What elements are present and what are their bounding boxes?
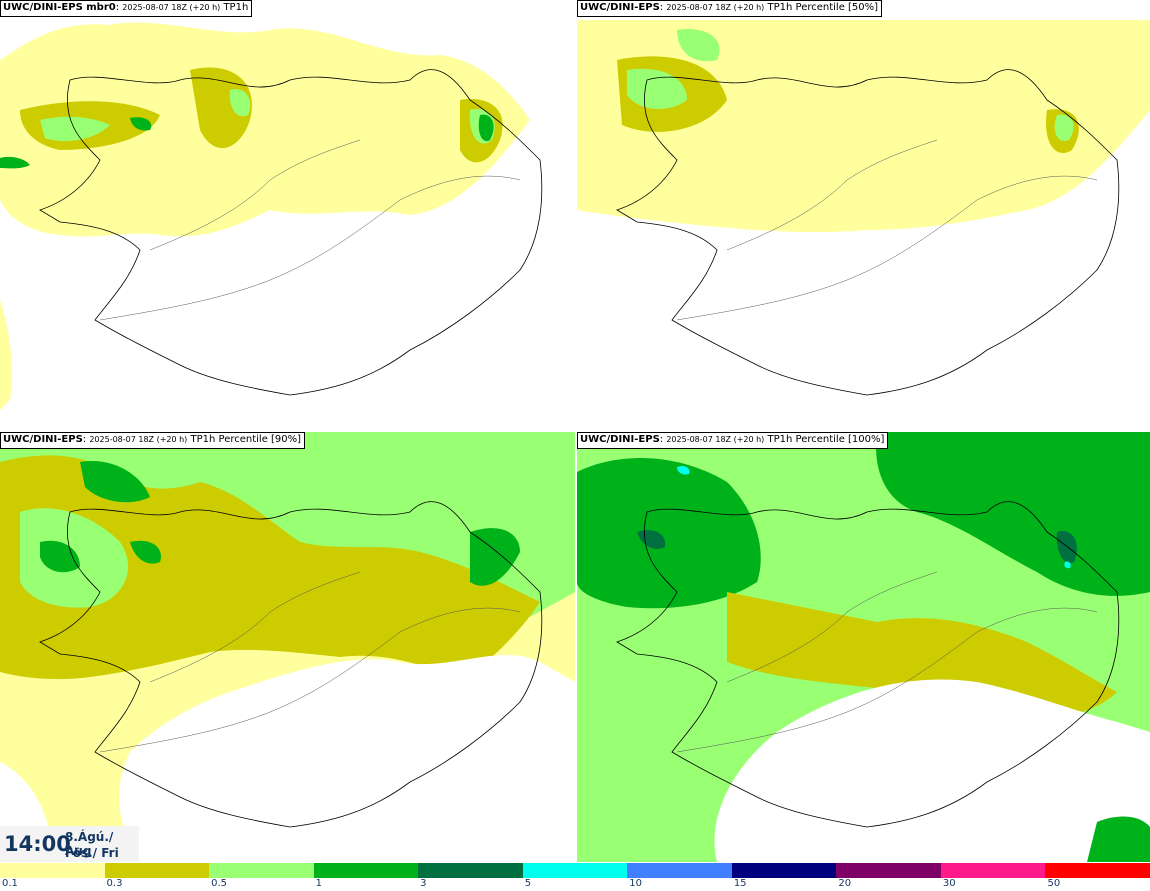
color-legend: 0.1 0.3 0.5 1 3 5 10 15 20 30 50 (0, 862, 1150, 891)
model-label: UWC/DINI-EPS mbr0 (3, 2, 116, 13)
legend-tick-label: 3 (420, 878, 427, 889)
precip-area-cyan (677, 465, 690, 475)
precip-area-dark3 (130, 117, 152, 131)
legend-swatch (0, 863, 106, 878)
run-label: 2025-08-07 18Z (+20 h) (89, 435, 188, 444)
precip-area-olive (727, 592, 1117, 722)
precip-area-light (0, 22, 530, 237)
field-label: TP1h Percentile [50%] (767, 2, 879, 13)
precip-map-p90 (0, 432, 575, 862)
legend-tick-label: 15 (733, 878, 747, 889)
precip-area-dark (478, 114, 494, 142)
precip-area-dark3 (470, 528, 520, 586)
coastline (39, 501, 543, 828)
run-label: 2025-08-07 18Z (+20 h) (666, 435, 765, 444)
precip-area-olive (190, 67, 252, 149)
map-panel-member0: UWC/DINI-EPS mbr0: 2025-08-07 18Z (+20 h… (0, 0, 575, 430)
field-label: TP1h Percentile [90%] (190, 434, 302, 445)
precip-map-p100 (577, 432, 1150, 862)
precip-area-dark4 (130, 540, 161, 564)
road-network (99, 571, 521, 753)
valid-time-box: 14:00 8.Ágú./ Aug Fös./ Fri (0, 826, 139, 862)
precip-area-light (577, 20, 1150, 233)
legend-tick-label: 1 (315, 878, 322, 889)
precip-area-green (627, 68, 687, 110)
precip-area-darkest (637, 530, 666, 549)
precip-field (0, 22, 530, 410)
legend-swatch (731, 863, 837, 878)
valid-date-line1: 8.Ágú./ Aug (65, 830, 114, 858)
precip-area-green (40, 116, 110, 142)
precip-area-green2 (229, 89, 251, 117)
precip-area-cyan2 (1064, 561, 1071, 569)
legend-swatch (104, 863, 210, 878)
legend-swatch (940, 863, 1046, 878)
panel-title: UWC/DINI-EPS: 2025-08-07 18Z (+20 h) TP1… (0, 432, 306, 449)
precip-area-olive (0, 455, 540, 682)
road-network (99, 139, 521, 321)
map-panel-p90: UWC/DINI-EPS: 2025-08-07 18Z (+20 h) TP1… (0, 432, 575, 862)
coastline (616, 501, 1120, 828)
precip-map-p50 (577, 20, 1150, 396)
legend-swatch (627, 863, 733, 878)
valid-date-line2: Fös./ Fri (65, 846, 119, 860)
precip-area-green2 (677, 29, 720, 62)
valid-time: 14:00 (4, 832, 71, 856)
legend-tick-label: 0.1 (2, 878, 18, 889)
precip-area-dark2 (40, 540, 80, 573)
precip-area-dark2 (0, 156, 30, 169)
coastline (39, 69, 543, 396)
precip-area-dark-north (577, 458, 761, 609)
legend-tick-label: 20 (838, 878, 852, 889)
model-label: UWC/DINI-EPS (3, 434, 83, 445)
precip-area-green3 (1054, 114, 1074, 141)
precip-area-white (119, 654, 575, 862)
road-network (676, 571, 1098, 753)
map-panel-p50: UWC/DINI-EPS: 2025-08-07 18Z (+20 h) TP1… (577, 0, 1150, 430)
legend-swatch (836, 863, 942, 878)
panel-title: UWC/DINI-EPS: 2025-08-07 18Z (+20 h) TP1… (577, 432, 889, 449)
map-panel-p100: UWC/DINI-EPS: 2025-08-07 18Z (+20 h) TP1… (577, 432, 1150, 862)
precip-field (0, 432, 575, 862)
model-label: UWC/DINI-EPS (580, 2, 660, 13)
precip-area-green-se (1087, 816, 1150, 862)
legend-swatch (209, 863, 315, 878)
legend-tick-label: 10 (629, 878, 642, 889)
run-label: 2025-08-07 18Z (+20 h) (666, 3, 765, 12)
precip-field (577, 20, 1150, 233)
road-network (676, 139, 1098, 321)
precip-area-white (714, 679, 1150, 862)
panel-title: UWC/DINI-EPS: 2025-08-07 18Z (+20 h) TP1… (577, 0, 883, 17)
legend-swatch (522, 863, 628, 878)
model-label: UWC/DINI-EPS (580, 434, 660, 445)
run-label: 2025-08-07 18Z (+20 h) (122, 3, 221, 12)
legend-tick-label: 0.3 (106, 878, 123, 889)
precip-map-member0 (0, 22, 543, 410)
field-label: TP1h (223, 2, 249, 13)
legend-tick-label: 5 (524, 878, 532, 889)
legend-swatch (418, 863, 524, 878)
legend-tick-label: 50 (1047, 878, 1061, 889)
precip-area-dark (80, 461, 150, 503)
legend-tick-label: 0.5 (211, 878, 227, 889)
legend-swatch (313, 863, 419, 878)
coastline (616, 69, 1120, 396)
legend-tick-label: 30 (942, 878, 956, 889)
panel-divider-horizontal (0, 430, 1150, 432)
precip-area-dark-northeast (876, 432, 1150, 596)
precip-field (577, 432, 1150, 862)
field-label: TP1h Percentile [100%] (767, 434, 885, 445)
legend-swatch (1045, 863, 1150, 878)
panel-title: UWC/DINI-EPS mbr0: 2025-08-07 18Z (+20 h… (0, 0, 253, 17)
precip-area-light-west (0, 300, 12, 410)
precip-area-darkest2 (1056, 531, 1077, 563)
